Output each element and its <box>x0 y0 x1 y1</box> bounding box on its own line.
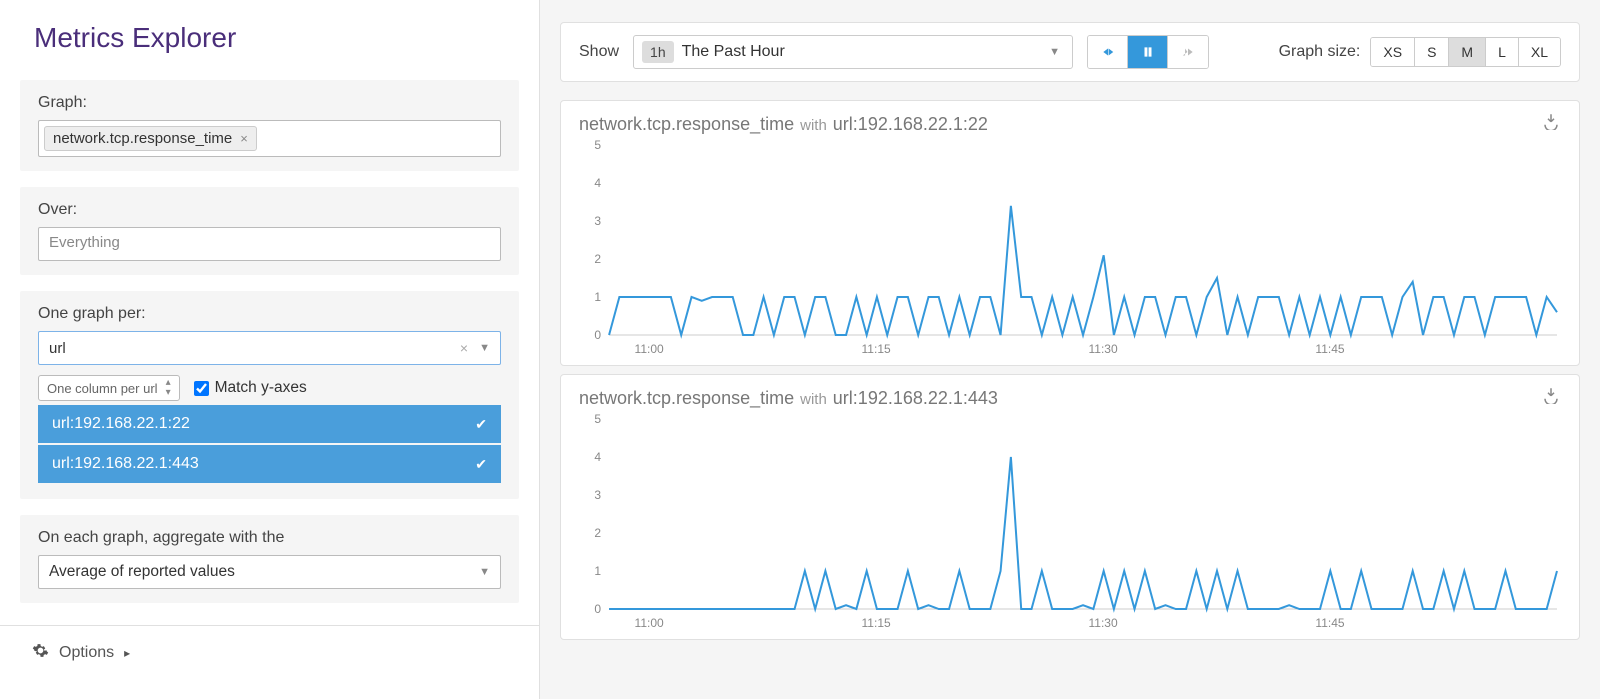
options-toggle[interactable]: Options ▸ <box>0 625 539 670</box>
size-xl-button[interactable]: XL <box>1519 38 1560 66</box>
svg-text:11:00: 11:00 <box>635 616 664 630</box>
svg-text:11:15: 11:15 <box>862 616 891 630</box>
size-l-button[interactable]: L <box>1486 38 1519 66</box>
svg-text:1: 1 <box>594 564 601 578</box>
over-input[interactable]: Everything <box>38 227 501 261</box>
over-label: Over: <box>38 201 501 219</box>
svg-text:4: 4 <box>594 450 601 464</box>
one-graph-per-label: One graph per: <box>38 305 501 323</box>
match-y-axes-checkbox[interactable]: Match y-axes <box>194 379 307 397</box>
toolbar: Show 1h The Past Hour ▼ Graph size: XS S… <box>560 22 1580 82</box>
one-graph-per-value: url <box>49 340 66 357</box>
chart-card: network.tcp.response_time with url:192.168… <box>560 100 1580 366</box>
column-per-value: One column per url <box>47 381 158 396</box>
graph-size-buttons: XS S M L XL <box>1370 37 1561 67</box>
chart-card: network.tcp.response_time with url:192.168… <box>560 374 1580 640</box>
url-option-22[interactable]: url:192.168.22.1:22 ✔ <box>38 405 501 443</box>
over-section: Over: Everything <box>20 187 519 275</box>
graph-section: Graph: network.tcp.response_time × <box>20 80 519 171</box>
forward-button[interactable] <box>1168 36 1208 68</box>
url-option-label: url:192.168.22.1:443 <box>52 455 199 473</box>
playback-controls <box>1087 35 1209 69</box>
chart-plot-area: 0 1 2 3 4 5 11:00 11:15 11:30 11:45 <box>579 139 1561 359</box>
url-option-label: url:192.168.22.1:22 <box>52 415 190 433</box>
column-per-select[interactable]: One column per url ▴▾ <box>38 375 180 401</box>
graph-size-label: Graph size: <box>1279 43 1361 61</box>
time-badge: 1h <box>642 41 674 63</box>
svg-text:0: 0 <box>594 328 601 342</box>
gear-icon <box>32 642 49 664</box>
page-title: Metrics Explorer <box>0 0 539 72</box>
aggregate-label: On each graph, aggregate with the <box>38 529 501 547</box>
aggregate-section: On each graph, aggregate with the Averag… <box>20 515 519 603</box>
svg-text:2: 2 <box>594 252 601 266</box>
svg-text:5: 5 <box>594 413 601 426</box>
chevron-down-icon: ▼ <box>479 342 490 354</box>
remove-tag-icon[interactable]: × <box>240 131 248 146</box>
time-range-select[interactable]: 1h The Past Hour ▼ <box>633 35 1073 69</box>
download-icon[interactable] <box>1541 111 1561 131</box>
url-option-443[interactable]: url:192.168.22.1:443 ✔ <box>38 445 501 483</box>
updown-icon: ▴▾ <box>166 378 171 398</box>
rewind-button[interactable] <box>1088 36 1128 68</box>
chart-plot-area: 0 1 2 3 4 5 11:00 11:15 11:30 11:45 <box>579 413 1561 633</box>
show-label: Show <box>579 43 619 61</box>
metric-tag-chip[interactable]: network.tcp.response_time × <box>44 126 257 151</box>
metric-tag-text: network.tcp.response_time <box>53 130 232 147</box>
match-y-axes-label: Match y-axes <box>215 379 307 397</box>
chevron-down-icon: ▼ <box>1037 46 1072 58</box>
main-panel: Show 1h The Past Hour ▼ Graph size: XS S… <box>540 0 1600 699</box>
chart-title-tag: url:192.168.22.1:22 <box>833 114 988 135</box>
svg-text:11:45: 11:45 <box>1315 342 1344 356</box>
svg-text:11:30: 11:30 <box>1088 616 1117 630</box>
check-icon: ✔ <box>475 456 487 473</box>
svg-text:1: 1 <box>594 290 601 304</box>
chart-title-metric: network.tcp.response_time <box>579 388 794 409</box>
chart-title-metric: network.tcp.response_time <box>579 114 794 135</box>
svg-text:4: 4 <box>594 176 601 190</box>
one-graph-per-select[interactable]: url × ▼ <box>38 331 501 365</box>
charts-container: network.tcp.response_timewithurl:192.168… <box>540 92 1600 648</box>
chevron-down-icon: ▼ <box>479 566 490 578</box>
svg-text:2: 2 <box>594 526 601 540</box>
svg-text:5: 5 <box>594 139 601 152</box>
chart-title-tag: url:192.168.22.1:443 <box>833 388 998 409</box>
size-xs-button[interactable]: XS <box>1371 38 1415 66</box>
graph-label: Graph: <box>38 94 501 112</box>
graph-metric-input[interactable]: network.tcp.response_time × <box>38 120 501 157</box>
chart-title-with: with <box>800 391 827 408</box>
one-graph-per-section: One graph per: url × ▼ One column per ur… <box>20 291 519 499</box>
match-y-axes-input[interactable] <box>194 381 209 396</box>
svg-text:3: 3 <box>594 488 601 502</box>
sidebar-panel: Metrics Explorer Graph: network.tcp.resp… <box>0 0 540 699</box>
aggregate-value: Average of reported values <box>49 563 235 581</box>
svg-text:11:15: 11:15 <box>862 342 891 356</box>
size-m-button[interactable]: M <box>1449 38 1486 66</box>
size-s-button[interactable]: S <box>1415 38 1449 66</box>
aggregate-select[interactable]: Average of reported values ▼ <box>38 555 501 589</box>
download-icon[interactable] <box>1541 385 1561 405</box>
svg-text:11:45: 11:45 <box>1315 616 1344 630</box>
options-label: Options <box>59 644 114 662</box>
pause-button[interactable] <box>1128 36 1168 68</box>
svg-text:0: 0 <box>594 602 601 616</box>
check-icon: ✔ <box>475 416 487 433</box>
clear-icon[interactable]: × <box>460 340 468 356</box>
svg-text:11:30: 11:30 <box>1088 342 1117 356</box>
chart-title-with: with <box>800 117 827 134</box>
chevron-right-icon: ▸ <box>124 646 130 660</box>
svg-text:11:00: 11:00 <box>635 342 664 356</box>
svg-text:3: 3 <box>594 214 601 228</box>
time-text: The Past Hour <box>682 43 1038 61</box>
url-dropdown-list: url:192.168.22.1:22 ✔ url:192.168.22.1:4… <box>38 405 501 483</box>
